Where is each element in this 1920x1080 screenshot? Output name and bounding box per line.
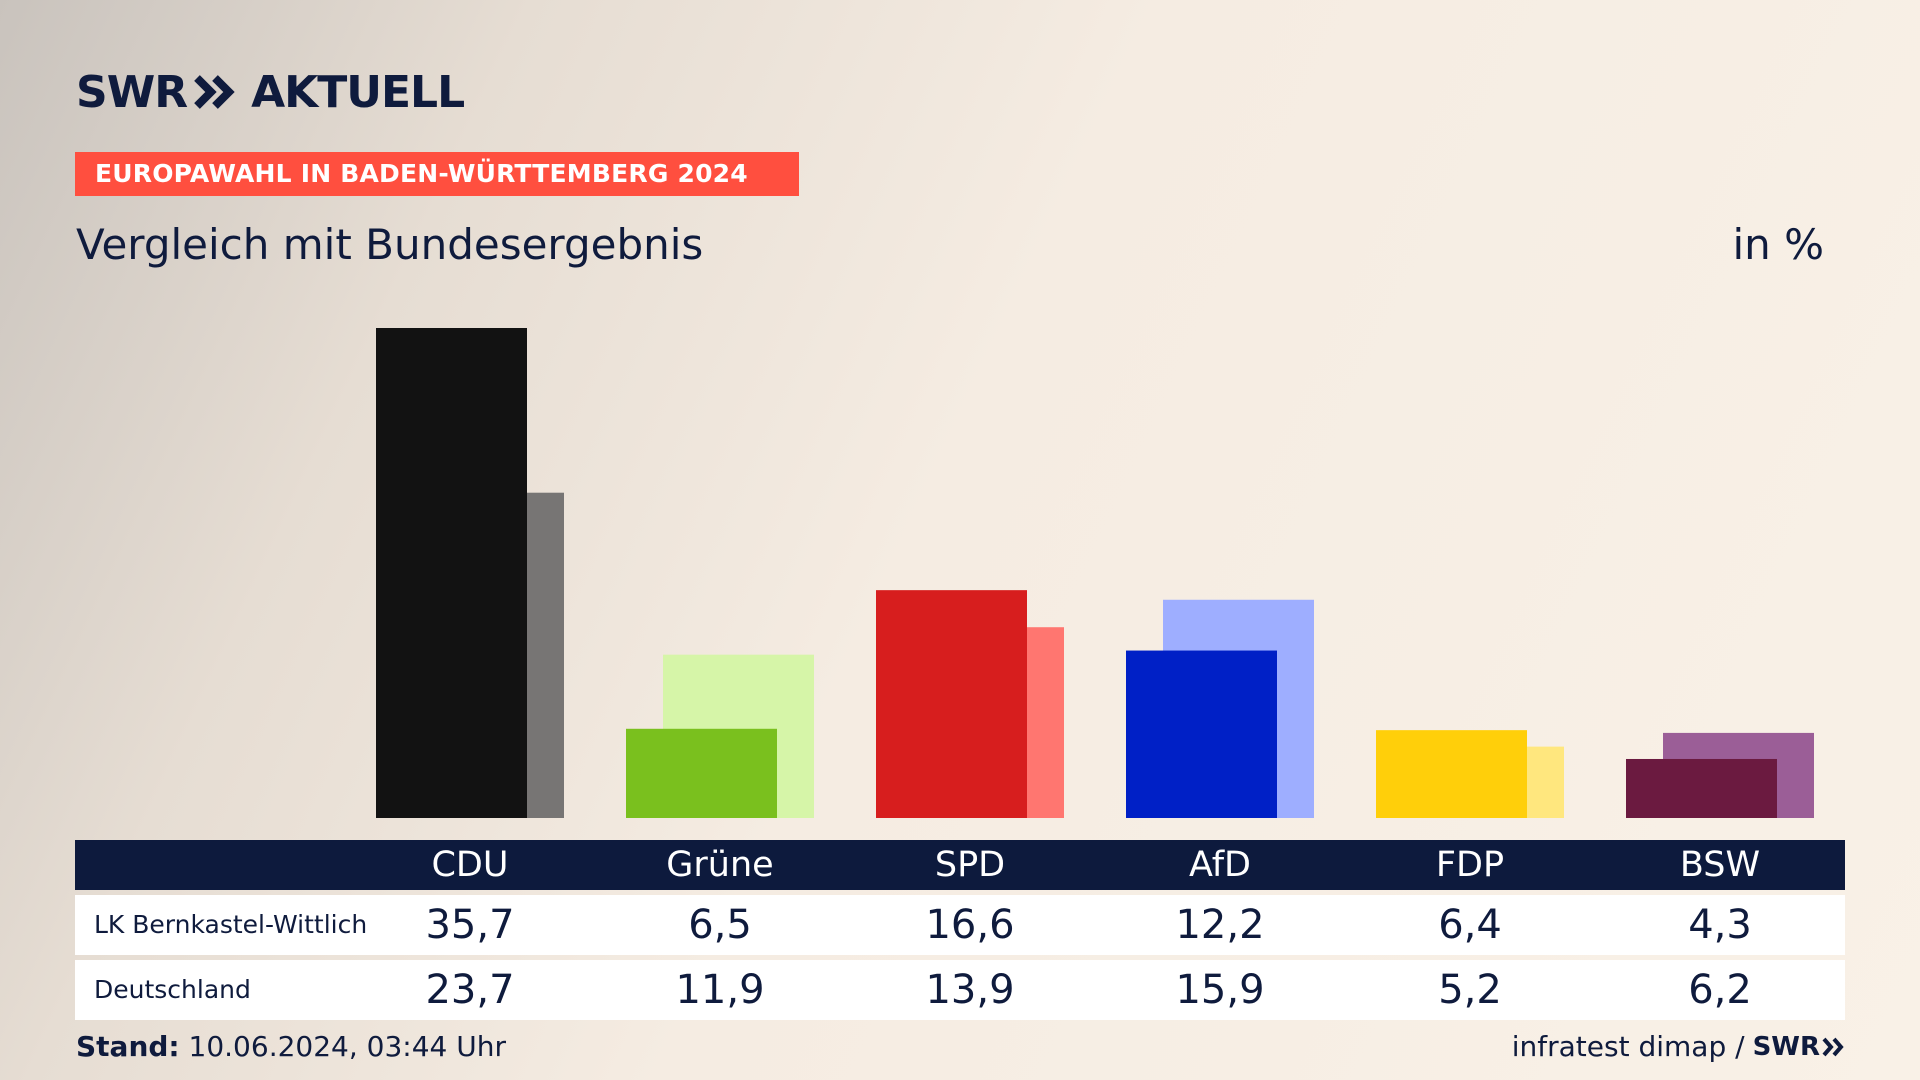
value-deutschland-gruene: 11,9: [675, 967, 765, 1013]
timestamp: Stand: 10.06.2024, 03:44 Uhr: [76, 1030, 506, 1063]
value-deutschland-spd: 13,9: [925, 967, 1015, 1013]
swr-mini-text: SWR: [1752, 1031, 1820, 1062]
table-header: CDU Grüne SPD AfD FDP BSW: [75, 840, 1845, 890]
results-table: CDU Grüne SPD AfD FDP BSW LK Bernkastel-Wittl…: [75, 840, 1845, 1020]
bar-lk-cdu: [376, 328, 527, 818]
bar-lk-bsw: [1626, 758, 1777, 818]
header-cdu: CDU: [431, 845, 509, 885]
value-deutschland-bsw: 6,2: [1688, 967, 1752, 1013]
value-lk-cdu: 35,7: [425, 902, 515, 948]
logo-aktuell-text: AKTUELL: [251, 66, 465, 118]
bar-lk-gruene: [626, 728, 777, 818]
bar-chart: [376, 328, 1814, 818]
value-lk-afd: 12,2: [1175, 902, 1265, 948]
value-lk-fdp: 6,4: [1438, 902, 1502, 948]
logo-swr-text: SWR: [76, 66, 188, 118]
double-chevron-icon: [194, 75, 235, 109]
double-chevron-icon-small: [1822, 1037, 1844, 1056]
header-fdp: FDP: [1435, 845, 1505, 885]
value-lk-bsw: 4,3: [1688, 902, 1752, 948]
bar-lk-spd: [876, 590, 1027, 818]
header-gruene: Grüne: [666, 845, 774, 885]
election-banner: EUROPAWAHL IN BADEN-WÜRTTEMBERG 2024: [75, 152, 799, 196]
swr-mini-logo: SWR: [1753, 1032, 1846, 1062]
header-bsw: BSW: [1679, 845, 1761, 885]
header-afd: AfD: [1189, 845, 1251, 885]
bar-lk-fdp: [1376, 730, 1527, 818]
value-lk-spd: 16,6: [925, 902, 1015, 948]
source-text: infratest dimap /: [1511, 1030, 1745, 1063]
chart-subtitle: Vergleich mit Bundesergebnis: [76, 220, 704, 269]
value-lk-gruene: 6,5: [688, 902, 752, 948]
value-deutschland-fdp: 5,2: [1438, 967, 1502, 1013]
bar-lk-afd: [1126, 650, 1277, 818]
row-label-lk: LK Bernkastel-Wittlich: [94, 910, 368, 939]
stand-value: 10.06.2024, 03:44 Uhr: [188, 1030, 506, 1063]
value-deutschland-afd: 15,9: [1175, 967, 1265, 1013]
value-deutschland-cdu: 23,7: [425, 967, 515, 1013]
table-row-lk: LK Bernkastel-Wittlich 35,7 6,5 16,6 12,2 6,…: [75, 895, 1845, 955]
unit-label: in %: [1732, 220, 1824, 269]
row-label-deutschland: Deutschland: [94, 975, 251, 1004]
table-row-deutschland: Deutschland 23,7 11,9 13,9 15,9 5,2 6,2: [75, 960, 1845, 1020]
swr-aktuell-logo: SWR AKTUELL: [76, 66, 465, 118]
header-spd: SPD: [934, 845, 1006, 885]
source-credit: infratest dimap / SWR: [1512, 1030, 1846, 1063]
stand-label: Stand:: [76, 1030, 180, 1063]
